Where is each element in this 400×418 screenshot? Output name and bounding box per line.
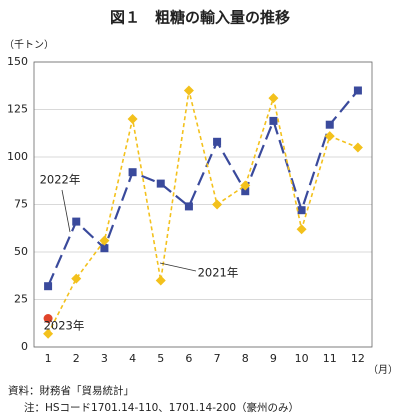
x-tick-label: 4 bbox=[129, 352, 136, 365]
marker bbox=[183, 85, 194, 96]
series-line bbox=[47, 90, 359, 335]
marker bbox=[43, 328, 54, 339]
marker bbox=[297, 206, 306, 215]
x-tick-label: 8 bbox=[242, 352, 249, 365]
leader-line bbox=[159, 262, 197, 272]
y-tick-label: 75 bbox=[14, 198, 28, 211]
x-tick-label: 7 bbox=[214, 352, 221, 365]
y-tick-label: 125 bbox=[7, 103, 28, 116]
marker bbox=[268, 93, 279, 104]
y-tick-label: 25 bbox=[14, 293, 28, 306]
x-tick-label: 1 bbox=[45, 352, 52, 365]
x-tick-label: 3 bbox=[101, 352, 108, 365]
y-tick-label: 100 bbox=[7, 150, 28, 163]
marker bbox=[240, 180, 251, 191]
chart-title: 図１ 粗糖の輸入量の推移 bbox=[110, 9, 290, 27]
marker bbox=[325, 120, 334, 129]
series-line bbox=[47, 89, 359, 287]
marker bbox=[100, 244, 109, 253]
marker bbox=[184, 202, 193, 211]
marker bbox=[155, 275, 166, 286]
marker bbox=[128, 168, 137, 177]
marker bbox=[213, 137, 222, 146]
marker bbox=[99, 235, 110, 246]
marker bbox=[44, 282, 53, 291]
footnote: 注：HSコード1701.14-110、1701.14-200（豪州のみ） bbox=[24, 401, 299, 414]
marker bbox=[71, 273, 82, 284]
y-axis-label: （千トン） bbox=[4, 39, 54, 51]
marker bbox=[269, 116, 278, 125]
x-tick-label: 9 bbox=[270, 352, 277, 365]
marker bbox=[72, 217, 81, 226]
marker bbox=[127, 114, 138, 124]
plot-frame bbox=[33, 61, 373, 348]
marker bbox=[212, 199, 223, 210]
x-tick-label: 11 bbox=[323, 352, 337, 365]
x-tick-label: 2 bbox=[73, 352, 80, 365]
marker bbox=[296, 224, 307, 235]
x-axis-label: （月） bbox=[368, 364, 398, 376]
marker bbox=[241, 187, 250, 196]
series-label: 2021年 bbox=[198, 266, 239, 280]
y-tick-label: 0 bbox=[21, 340, 28, 353]
marker bbox=[353, 86, 362, 95]
marker bbox=[324, 131, 335, 142]
source-note: 資料：財務省「貿易統計」 bbox=[8, 384, 134, 397]
x-tick-label: 5 bbox=[157, 352, 164, 365]
x-tick-label: 12 bbox=[351, 352, 365, 365]
leader-line bbox=[49, 319, 53, 323]
series-label: 2022年 bbox=[40, 173, 81, 187]
y-tick-label: 50 bbox=[14, 245, 28, 258]
marker bbox=[352, 142, 363, 153]
x-tick-label: 6 bbox=[185, 352, 192, 365]
marker bbox=[156, 179, 165, 188]
y-tick-label: 150 bbox=[7, 55, 28, 68]
x-tick-label: 10 bbox=[295, 352, 309, 365]
series-label: 2023年 bbox=[44, 319, 85, 333]
leader-line bbox=[61, 189, 71, 233]
